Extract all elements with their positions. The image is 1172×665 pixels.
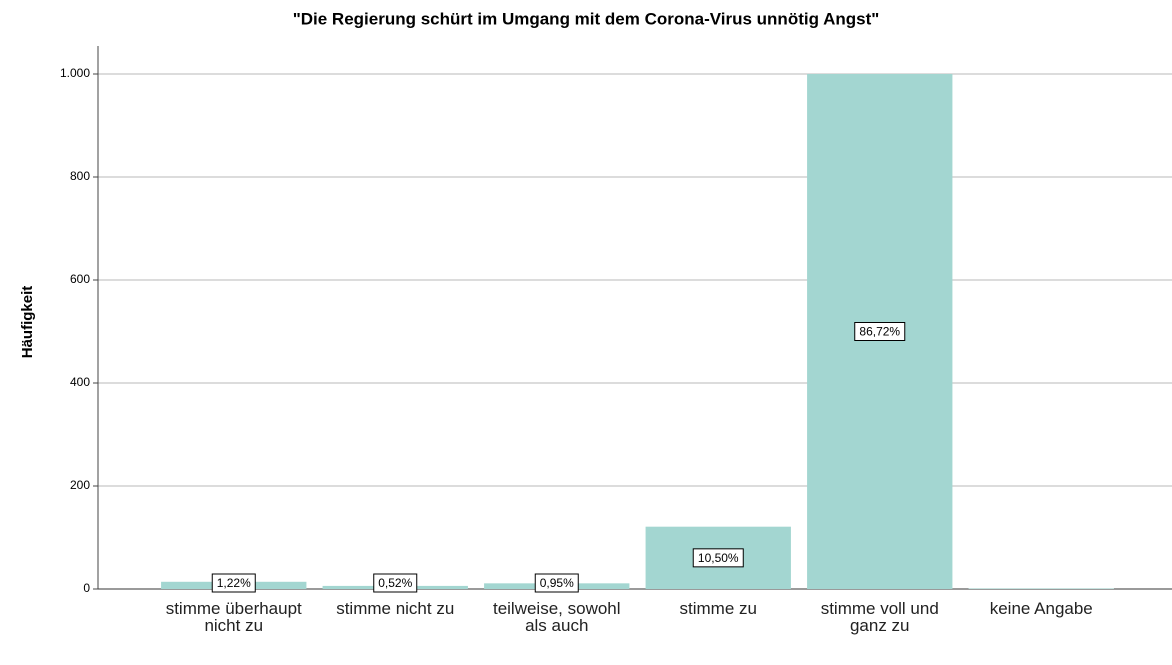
value-label-box [854,322,906,341]
value-label: 10,50% [698,551,739,565]
value-label-box [692,548,744,568]
x-tick-label: stimme überhaupt nicht zu [165,599,302,635]
y-tick-label: 200 [70,478,90,492]
value-label: 1,22% [217,576,251,590]
value-label-box [211,573,256,593]
x-tick-label: keine Angabe [989,599,1093,618]
bar [968,588,1114,589]
x-tick-label: stimme zu [679,599,757,618]
y-tick-label: 400 [70,375,90,389]
value-label: 86,72% [859,325,900,339]
value-label-box [373,573,418,593]
value-label-box [534,573,579,593]
y-tick-label: 1.000 [60,66,90,80]
value-label: 0,52% [378,576,412,590]
x-tick-label: stimme voll und ganz zu [820,599,939,635]
value-label: 0,95% [540,576,574,590]
y-tick-label: 0 [83,581,90,595]
y-tick-label: 800 [70,169,90,183]
y-axis-label: Häufigkeit [19,286,36,359]
x-tick-label: teilweise, sowohl als auch [492,599,621,635]
chart-title: "Die Regierung schürt im Umgang mit dem … [293,9,880,28]
x-tick-label: stimme nicht zu [336,599,455,618]
y-tick-label: 600 [70,272,90,286]
